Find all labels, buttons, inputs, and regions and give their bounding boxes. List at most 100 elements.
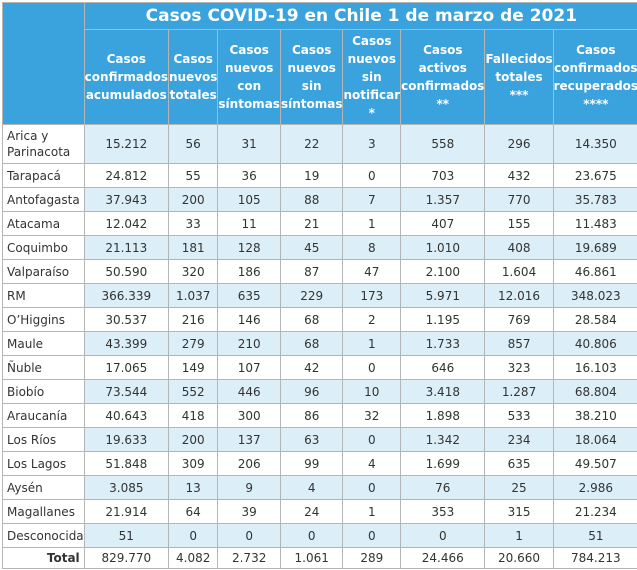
column-header-line: notificar [343,88,401,102]
column-header-line: Casos [106,52,147,66]
table-row: Los Lagos 51.848 309 206 99 4 1.699 635 49.507 [2,451,637,476]
table-cell: 1 [342,331,402,356]
total-cell: 2.732 [217,547,281,569]
column-header: Casos nuevos con síntomas [217,29,281,125]
table-cell: 31 [217,124,281,164]
total-cell: 1.061 [279,547,344,569]
table-cell: 33 [167,211,219,236]
table-cell: 0 [400,523,486,548]
table-cell: 1.342 [400,427,486,452]
table-cell: 19 [279,163,344,188]
table-cell: 0 [167,523,219,548]
table-cell: 128 [217,235,281,260]
table-row: Coquimbo 21.113 181 128 45 8 1.010 408 19.689 [2,235,637,260]
table-cell: 0 [342,475,402,500]
table-cell: 21.234 [552,499,637,524]
table-cell: 348.023 [552,283,637,308]
table-cell: 68 [279,307,344,332]
table-cell: 0 [342,355,402,380]
table-cell: 36 [217,163,281,188]
table-row: Atacama 12.042 33 11 21 1 407 155 11.483 [2,211,637,236]
column-header-line: Casos [423,43,463,57]
region-name: Maule [2,331,85,356]
total-cell: 24.466 [400,547,486,569]
column-header-line: recuperados [553,79,637,93]
table-cell: 99 [279,451,344,476]
table-cell: 408 [484,235,554,260]
region-name: Valparaíso [2,259,85,284]
column-header: Casos nuevos sin síntomas [279,29,344,125]
table-cell: 229 [279,283,344,308]
table-cell: 40.643 [83,403,169,428]
table-cell: 770 [484,187,554,212]
table-cell: 68.804 [552,379,637,404]
table-cell: 55 [167,163,219,188]
table-cell: 11.483 [552,211,637,236]
table-cell: 15.212 [83,124,169,164]
column-header-line: síntomas [218,97,280,111]
column-header-line: ** [436,97,450,111]
table-cell: 320 [167,259,219,284]
table-cell: 63 [279,427,344,452]
table-cell: 24.812 [83,163,169,188]
table-row: Magallanes 21.914 64 39 24 1 353 315 21.234 [2,499,637,524]
table-row: O’Higgins 30.537 216 146 68 2 1.195 769 28.584 [2,307,637,332]
table-cell: 200 [167,427,219,452]
table-cell: 3.085 [83,475,169,500]
table-cell: 21 [279,211,344,236]
region-name: Aysén [2,475,85,500]
table-cell: 2.100 [400,259,486,284]
table-row: Antofagasta 37.943 200 105 88 7 1.357 770 35.783 [2,187,637,212]
table-cell: 558 [400,124,486,164]
table-cell: 1.287 [484,379,554,404]
total-cell: 829.770 [83,547,169,569]
table-cell: 49.507 [552,451,637,476]
table-cell: 1 [342,211,402,236]
region-name: Coquimbo [2,235,85,260]
column-header-line: Casos [352,34,392,48]
table-cell: 769 [484,307,554,332]
column-header-line: con [237,79,262,93]
table-cell: 105 [217,187,281,212]
table-cell: 0 [342,523,402,548]
table-cell: 0 [342,163,402,188]
column-header: Casos confirmados acumulados [83,29,169,125]
table-cell: 45 [279,235,344,260]
table-cell: 68 [279,331,344,356]
table-row: Los Ríos 19.633 200 137 63 0 1.342 234 18.064 [2,427,637,452]
table-cell: 0 [217,523,281,548]
region-name: RM [2,283,85,308]
table-row: Tarapacá 24.812 55 36 19 0 703 432 23.675 [2,163,637,188]
table-cell: 73.544 [83,379,169,404]
table-cell: 1.699 [400,451,486,476]
table-cell: 4 [279,475,344,500]
table-cell: 309 [167,451,219,476]
column-header: Casos activos confirmados ** [400,29,486,125]
column-header-line: totales [495,70,543,84]
table-cell: 46.861 [552,259,637,284]
table-cell: 146 [217,307,281,332]
column-header-line: *** [509,88,529,102]
region-name: O’Higgins [2,307,85,332]
table-cell: 300 [217,403,281,428]
table-cell: 432 [484,163,554,188]
table-row: Desconocida 51 0 0 0 0 0 1 51 [2,523,637,548]
table-cell: 32 [342,403,402,428]
table-cell: 1 [342,499,402,524]
table-cell: 11 [217,211,281,236]
table-cell: 12.042 [83,211,169,236]
table-cell: 51.848 [83,451,169,476]
table-cell: 173 [342,283,402,308]
table-cell: 30.537 [83,307,169,332]
column-header-line: Casos [229,43,269,57]
table-row: Biobío 73.544 552 446 96 10 3.418 1.287 68.804 [2,379,637,404]
table-cell: 23.675 [552,163,637,188]
table-cell: 50.590 [83,259,169,284]
table-cell: 353 [400,499,486,524]
total-row: Total 829.770 4.082 2.732 1.061 289 24.466 20.6… [2,547,637,569]
total-cell: 4.082 [167,547,219,569]
region-name: Los Ríos [2,427,85,452]
table-cell: 418 [167,403,219,428]
table-cell: 155 [484,211,554,236]
